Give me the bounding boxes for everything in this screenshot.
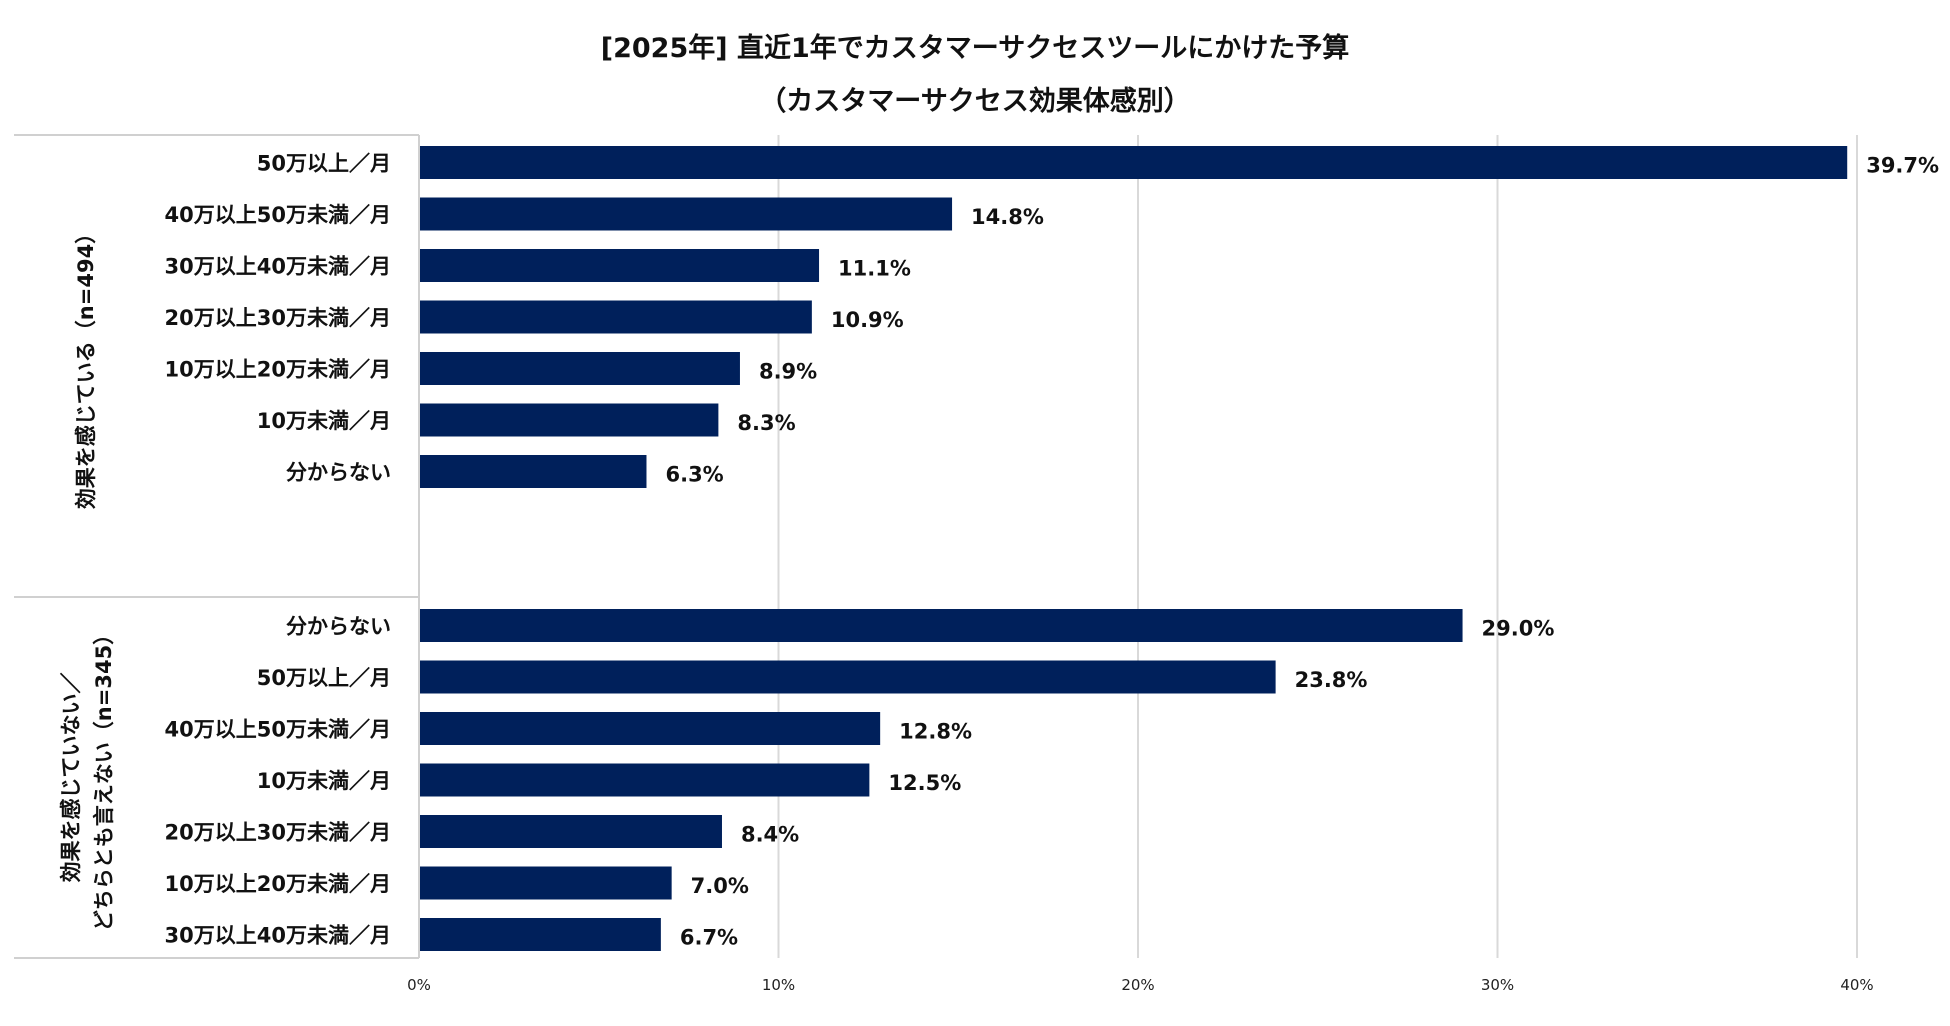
- data-label: 12.8%: [899, 720, 972, 744]
- category-label: 20万以上30万未満／月: [165, 306, 391, 330]
- data-label: 6.3%: [665, 463, 723, 487]
- category-label: 40万以上50万未満／月: [165, 203, 391, 227]
- x-tick-label: 10%: [762, 976, 795, 994]
- chart-title: [2025年] 直近1年でカスタマーサクセスツールにかけた予算: [600, 33, 1350, 64]
- group-label: どちらとも言えない（n=345）: [92, 624, 116, 931]
- data-label: 8.3%: [737, 411, 795, 435]
- data-label: 23.8%: [1295, 668, 1368, 692]
- bar: [420, 455, 647, 488]
- category-label: 10万未満／月: [257, 769, 391, 793]
- category-label: 50万以上／月: [257, 152, 391, 176]
- data-label: 6.7%: [680, 926, 738, 950]
- chart-subtitle: （カスタマーサクセス効果体感別）: [759, 86, 1191, 117]
- bar: [420, 918, 661, 951]
- x-tick-label: 40%: [1840, 976, 1873, 994]
- data-label: 11.1%: [838, 257, 911, 281]
- group-label: 効果を感じている（n=494）: [74, 223, 98, 509]
- data-label: 10.9%: [831, 308, 904, 332]
- bar: [420, 146, 1848, 179]
- data-label: 12.5%: [888, 771, 961, 795]
- x-tick-label: 30%: [1481, 976, 1514, 994]
- bar: [420, 249, 820, 282]
- category-label: 10万以上20万未満／月: [165, 358, 391, 382]
- data-label: 8.9%: [759, 360, 817, 384]
- group-label: 効果を感じていない／: [59, 673, 83, 883]
- bar: [420, 197, 953, 231]
- category-label: 10万以上20万未満／月: [165, 872, 391, 896]
- bar: [420, 815, 722, 848]
- category-label: 30万以上40万未満／月: [165, 255, 391, 279]
- data-label: 7.0%: [691, 874, 749, 898]
- bar: [420, 352, 740, 385]
- bar: [420, 660, 1276, 694]
- category-label: 50万以上／月: [257, 666, 391, 690]
- bar: [420, 712, 881, 745]
- bar: [420, 763, 870, 797]
- category-label: 分からない: [286, 461, 391, 485]
- data-label: 14.8%: [971, 205, 1044, 229]
- bar: [420, 300, 812, 334]
- category-label: 20万以上30万未満／月: [165, 821, 391, 845]
- category-label: 10万未満／月: [257, 409, 391, 433]
- category-label: 40万以上50万未満／月: [165, 718, 391, 742]
- category-label: 分からない: [286, 615, 391, 639]
- x-tick-label: 0%: [407, 976, 431, 994]
- data-label: 8.4%: [741, 823, 799, 847]
- bar: [420, 609, 1463, 642]
- bar: [420, 403, 719, 437]
- bar: [420, 866, 672, 900]
- data-label: 29.0%: [1482, 617, 1555, 641]
- x-tick-label: 20%: [1121, 976, 1154, 994]
- category-label: 30万以上40万未満／月: [165, 924, 391, 948]
- data-label: 39.7%: [1866, 154, 1939, 178]
